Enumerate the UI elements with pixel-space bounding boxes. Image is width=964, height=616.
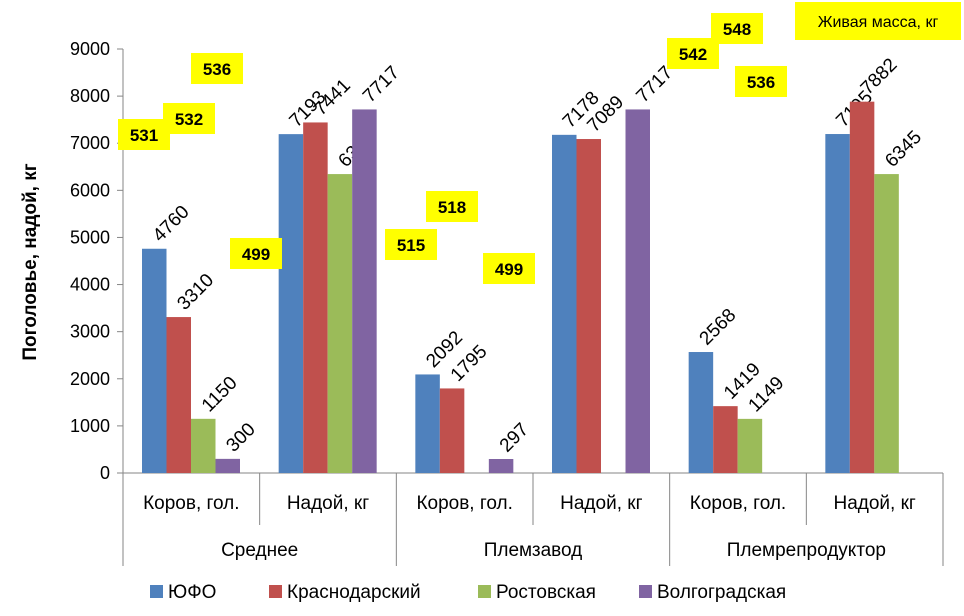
bar (849, 101, 875, 473)
annotation-label: 536 (203, 60, 231, 79)
bar (191, 418, 216, 473)
annotation-label: 536 (747, 73, 775, 92)
bar (713, 406, 738, 473)
y-tick-label: 0 (100, 463, 110, 483)
bar (415, 374, 440, 473)
annotation-label: 542 (679, 45, 707, 64)
legend-label: Ростовская (496, 582, 596, 603)
data-label: 1150 (198, 373, 242, 417)
legend: ЮФО Краснодарский Ростовская Волгоградская (150, 582, 786, 603)
annotation-title: Живая масса, кг (818, 14, 939, 31)
annotation-label: 518 (438, 198, 466, 217)
bar (327, 174, 353, 473)
y-tick-label: 6000 (70, 180, 110, 200)
annotation-label: 531 (130, 126, 158, 145)
annotation-label: 499 (242, 245, 270, 264)
data-label: 2568 (696, 305, 741, 350)
x-tick-label: Надой, кг (287, 493, 369, 514)
annotation-label: 548 (723, 20, 751, 39)
group-label: Племрепродуктор (727, 540, 886, 561)
legend-swatch (478, 585, 491, 598)
y-tick-label: 7000 (70, 133, 110, 153)
bar (215, 458, 240, 473)
bar (278, 134, 304, 474)
annotation-box (118, 119, 170, 150)
bar (303, 122, 328, 473)
bar (166, 317, 191, 473)
bar (552, 134, 577, 474)
annotation-box (163, 103, 215, 134)
y-tick-label: 8000 (70, 86, 110, 106)
bar (737, 418, 763, 473)
bar (874, 174, 899, 473)
bar (488, 459, 514, 473)
annotation-label: 499 (495, 260, 523, 279)
legend-label: ЮФО (168, 582, 216, 603)
data-label: 7717 (359, 62, 404, 107)
legend-label: Краснодарский (287, 582, 421, 603)
legend-swatch (269, 585, 282, 598)
legend-label: Волгоградская (657, 582, 786, 603)
bar (825, 134, 850, 473)
x-tick-label: Надой, кг (560, 493, 642, 514)
x-tick-label: Надой, кг (833, 493, 915, 514)
annotation-box (483, 253, 535, 284)
y-tick-label: 1000 (70, 416, 110, 436)
y-axis-title: Поголовье, надой, кг (20, 163, 41, 360)
data-label: 3310 (173, 270, 218, 315)
annotation-box (385, 229, 437, 260)
bar (352, 109, 377, 474)
data-label: 6345 (881, 127, 926, 172)
data-label: 300 (222, 419, 259, 456)
annotation-box (667, 38, 719, 69)
x-tick-label: Коров, гол. (416, 493, 512, 514)
y-tick-label: 4000 (70, 275, 110, 295)
annotation-box (230, 238, 282, 269)
bar (576, 139, 601, 473)
annotation-label: 532 (175, 110, 203, 129)
annotation-title-box (795, 2, 961, 40)
bar (688, 352, 714, 473)
annotation-box (426, 191, 478, 222)
group-label: Племзавод (484, 540, 583, 561)
data-label: 297 (496, 419, 533, 456)
bar (439, 388, 465, 473)
legend-swatch (639, 585, 652, 598)
x-tick-label: Коров, гол. (143, 493, 239, 514)
annotation-box (735, 66, 787, 97)
y-tick-label: 9000 (70, 39, 110, 59)
y-tick-label: 5000 (70, 227, 110, 247)
plot-area: 0 1000 2000 3000 4000 5000 6000 7000 8000 9000 Кор… (70, 2, 961, 566)
group-label: Среднее (221, 540, 298, 561)
y-tick-label: 3000 (70, 322, 110, 342)
y-tick-label: 2000 (70, 369, 110, 389)
x-tick-label: Коров, гол. (690, 493, 786, 514)
annotation-box (191, 53, 243, 84)
data-label: 4760 (149, 202, 194, 247)
legend-swatch (150, 585, 163, 598)
annotation-box (711, 13, 763, 44)
bar (625, 109, 650, 474)
bar (142, 248, 167, 473)
annotation-label: 515 (397, 236, 425, 255)
